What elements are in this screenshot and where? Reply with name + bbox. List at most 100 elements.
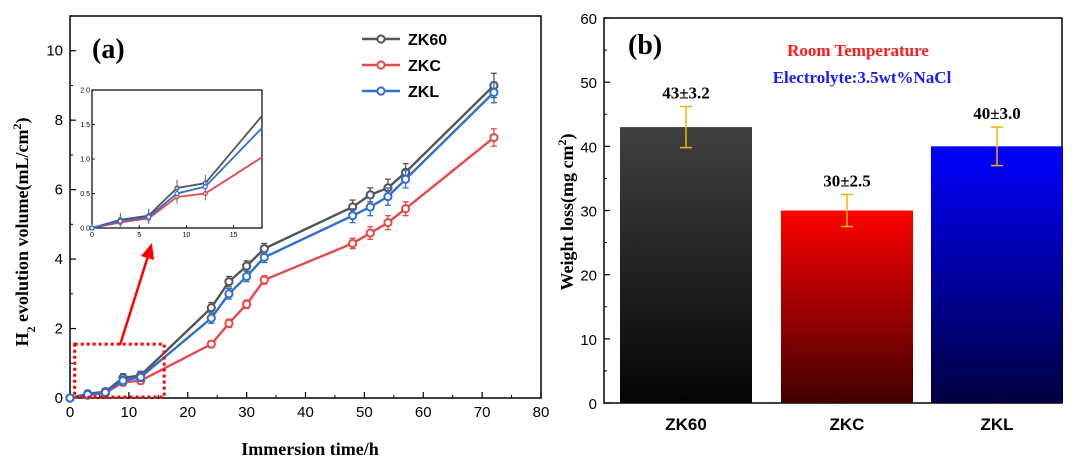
inset-data-point bbox=[174, 190, 180, 197]
bar-group-zk60: 43±3.2 ZK60 bbox=[620, 84, 752, 434]
data-point bbox=[242, 261, 252, 271]
panel-b-ylabel: Weight loss(mg cm2) bbox=[555, 134, 578, 291]
panel-a-ytick-label: 2 bbox=[55, 321, 63, 338]
inset-data-point bbox=[117, 218, 123, 224]
legend-marker-zk60 bbox=[376, 34, 386, 44]
bar-zkl bbox=[931, 146, 1063, 404]
bar-group-zkc: 30±2.5 ZKC bbox=[781, 171, 913, 434]
data-point bbox=[136, 372, 146, 382]
annotation-electrolyte: Electrolyte:3.5wt%NaCl bbox=[773, 68, 952, 87]
panel-b-ytick-label: 40 bbox=[580, 139, 597, 156]
inset-ytick-label: 1.0 bbox=[80, 157, 90, 164]
bar-value-label: 43±3.2 bbox=[662, 84, 710, 103]
data-point bbox=[100, 387, 110, 398]
panel-a-ytick-label: 0 bbox=[55, 390, 63, 407]
data-point bbox=[224, 277, 234, 287]
data-point bbox=[365, 190, 375, 200]
inset-xtick-label: 15 bbox=[230, 232, 238, 239]
bar-zkc bbox=[781, 210, 913, 403]
data-point bbox=[259, 244, 269, 254]
panel-b-ytick-label: 60 bbox=[580, 11, 597, 28]
panel-a-xtick-label: 70 bbox=[474, 404, 491, 421]
data-point bbox=[65, 393, 75, 403]
panel-a-ytick-label: 10 bbox=[46, 43, 63, 60]
inset-xtick-label: 5 bbox=[137, 232, 141, 239]
legend-label-zkc: ZKC bbox=[408, 58, 441, 75]
data-point bbox=[224, 318, 234, 328]
panel-a-legend: ZK60 ZKC ZKL bbox=[362, 32, 447, 101]
panel-a-ytick-label: 8 bbox=[55, 112, 63, 129]
inset-xtick-label: 0 bbox=[90, 232, 94, 239]
inset-frame bbox=[91, 89, 263, 229]
legend-label-zkl: ZKL bbox=[408, 84, 439, 101]
data-point bbox=[348, 211, 358, 221]
data-point bbox=[259, 275, 269, 285]
data-point bbox=[242, 299, 252, 309]
panel-a-label: (a) bbox=[92, 34, 125, 65]
data-point bbox=[224, 289, 234, 299]
inset-ytick-label: 0.0 bbox=[80, 226, 90, 233]
panel-b-ytick-label: 50 bbox=[580, 75, 597, 92]
data-point bbox=[383, 218, 393, 228]
data-point bbox=[365, 202, 375, 212]
data-point bbox=[489, 87, 499, 98]
data-point bbox=[242, 271, 252, 282]
legend-label-zk60: ZK60 bbox=[408, 32, 447, 49]
inset-data-point bbox=[202, 184, 208, 190]
panel-a-xtick-label: 40 bbox=[297, 404, 314, 421]
inset-data-point bbox=[89, 225, 95, 231]
panel-a-xtick-label: 50 bbox=[356, 404, 373, 421]
zoom-arrow-head bbox=[141, 243, 154, 260]
annotation-room-temperature: Room Temperature bbox=[787, 41, 929, 60]
panel-b: 0 10 20 30 40 50 60 43±3.2 ZK60 30±2.5 ZKC 40±3.0 ZK… bbox=[555, 11, 1063, 434]
inset-ytick-label: 2.0 bbox=[80, 88, 90, 95]
panel-a-xlabel: Immersion time/h bbox=[241, 439, 378, 459]
series-zkl bbox=[65, 81, 499, 403]
bar-zk60 bbox=[620, 127, 752, 403]
panel-a-ylabel: H2 evolution volume(mL/cm2) bbox=[10, 118, 38, 347]
bar-group-zkl: 40±3.0 ZKL bbox=[931, 104, 1063, 434]
panel-a-xtick-label: 60 bbox=[415, 404, 432, 421]
inset-series-line bbox=[91, 127, 263, 229]
panel-b-plot: 0 10 20 30 40 50 60 43±3.2 ZK60 30±2.5 ZKC 40±3.0 ZK… bbox=[580, 11, 1063, 434]
zoom-region-box bbox=[73, 342, 166, 399]
panel-b-ytick-label: 0 bbox=[589, 396, 597, 413]
inset-series-line bbox=[91, 115, 263, 229]
data-point bbox=[206, 303, 216, 313]
legend-marker-zkl bbox=[376, 86, 386, 96]
data-point bbox=[365, 228, 375, 238]
data-point bbox=[206, 339, 216, 349]
data-point bbox=[348, 238, 358, 249]
panel-a-inset: 0 5 10 15 0.0 0.5 1.0 1.5 2.0 bbox=[80, 88, 263, 239]
inset-xtick-label: 10 bbox=[183, 232, 191, 239]
bar-value-label: 30±2.5 bbox=[823, 171, 871, 190]
data-point bbox=[259, 252, 269, 262]
panel-a-xtick-label: 80 bbox=[533, 404, 550, 421]
panel-b-ytick-label: 10 bbox=[580, 332, 597, 349]
panel-a-xtick-label: 30 bbox=[238, 404, 255, 421]
inset-series-line bbox=[91, 156, 263, 229]
panel-b-ytick-label: 20 bbox=[580, 268, 597, 285]
data-point bbox=[206, 313, 216, 323]
data-point bbox=[489, 132, 499, 143]
panel-a-ytick-label: 6 bbox=[55, 182, 63, 199]
inset-series-zkl bbox=[89, 127, 263, 231]
panel-a-xtick-label: 0 bbox=[66, 404, 74, 421]
panel-a-ytick-label: 4 bbox=[55, 251, 63, 268]
inset-data-point bbox=[146, 214, 152, 220]
bar-value-label: 40±3.0 bbox=[973, 104, 1021, 123]
panel-b-label: (b) bbox=[628, 30, 662, 61]
category-label: ZKL bbox=[980, 415, 1013, 434]
data-point bbox=[118, 376, 128, 386]
inset-ytick-label: 0.5 bbox=[80, 191, 90, 198]
panel-a-xtick-label: 10 bbox=[121, 404, 138, 421]
data-point bbox=[383, 191, 393, 202]
panel-b-ytick-label: 30 bbox=[580, 204, 597, 221]
zoom-arrow-line bbox=[118, 252, 151, 346]
inset-ytick-label: 1.5 bbox=[80, 122, 90, 129]
panel-a-xtick-label: 20 bbox=[179, 404, 196, 421]
data-point bbox=[400, 174, 411, 184]
